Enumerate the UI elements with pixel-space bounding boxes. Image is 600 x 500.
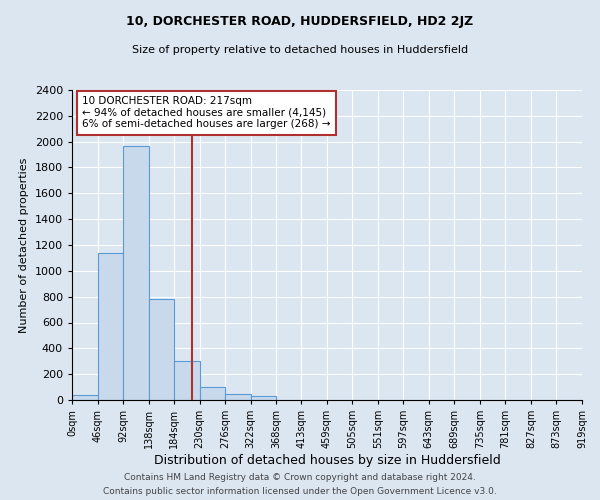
Text: Contains HM Land Registry data © Crown copyright and database right 2024.: Contains HM Land Registry data © Crown c… bbox=[124, 472, 476, 482]
Text: Size of property relative to detached houses in Huddersfield: Size of property relative to detached ho… bbox=[132, 45, 468, 55]
Bar bbox=[98, 252, 123, 400]
Bar bbox=[174, 361, 200, 400]
Bar bbox=[251, 396, 276, 400]
Y-axis label: Number of detached properties: Number of detached properties bbox=[19, 158, 29, 332]
X-axis label: Distribution of detached houses by size in Huddersfield: Distribution of detached houses by size … bbox=[154, 454, 500, 467]
Text: Contains public sector information licensed under the Open Government Licence v3: Contains public sector information licen… bbox=[103, 488, 497, 496]
Bar bbox=[225, 394, 251, 400]
Text: 10, DORCHESTER ROAD, HUDDERSFIELD, HD2 2JZ: 10, DORCHESTER ROAD, HUDDERSFIELD, HD2 2… bbox=[127, 15, 473, 28]
Text: 10 DORCHESTER ROAD: 217sqm
← 94% of detached houses are smaller (4,145)
6% of se: 10 DORCHESTER ROAD: 217sqm ← 94% of deta… bbox=[82, 96, 331, 130]
Bar bbox=[200, 387, 225, 400]
Bar bbox=[149, 299, 174, 400]
Bar bbox=[123, 146, 149, 400]
Bar bbox=[72, 395, 98, 400]
